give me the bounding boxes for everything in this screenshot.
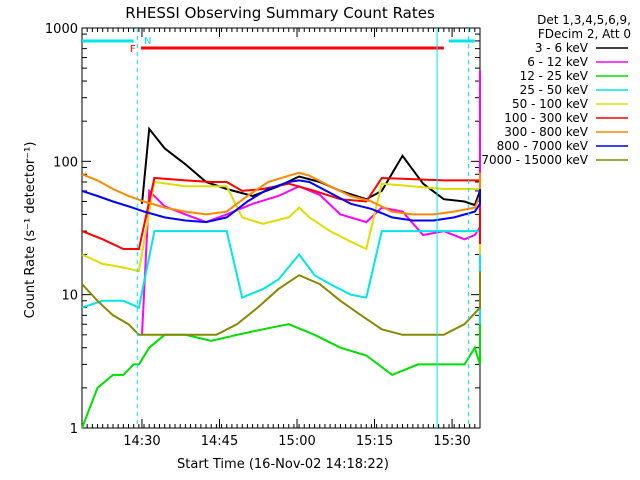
x-tick-label: 14:45 (201, 434, 238, 449)
legend-label-7: 300 - 800 keV (504, 125, 588, 139)
legend-label-4: 25 - 50 keV (520, 83, 589, 97)
series-line-8 (81, 179, 481, 224)
y-tick-label: 10 (61, 289, 78, 304)
chart-title: RHESSI Observing Summary Count Rates (125, 4, 435, 22)
series-line-7 (81, 171, 481, 216)
legend-label-5: 50 - 100 keV (512, 97, 589, 111)
x-tick-label: 15:30 (433, 434, 470, 449)
plot-layer: 1 10 100 1000 14:30 14:45 15:00 15:15 15:30 3 - 6… (45, 22, 628, 449)
x-tick-label: 15:15 (356, 434, 393, 449)
x-tick-label: 14:30 (123, 434, 160, 449)
series-line-5 (81, 180, 481, 273)
series-line-6 (81, 176, 481, 250)
legend-header-line-2: FDecim 2, Att 0 (538, 27, 631, 41)
legend-label-9: 7000 - 15000 keV (481, 153, 588, 167)
series-line-4 (81, 230, 481, 325)
x-tick-label: 15:00 (278, 434, 315, 449)
legend-label-3: 12 - 25 keV (520, 69, 589, 83)
y-tick-label: 100 (53, 155, 78, 170)
legend-label-8: 800 - 7000 keV (497, 139, 589, 153)
x-axis-label: Start Time (16-Nov-02 14:18:22) (177, 457, 389, 472)
legend-label-2: 6 - 12 keV (527, 55, 589, 69)
flag-label-f: F (130, 44, 136, 55)
y-tick-label: 1 (70, 422, 78, 437)
series-line-3 (81, 284, 481, 429)
series-line-9 (81, 271, 481, 336)
flag-label-n: N (144, 36, 151, 47)
legend-label-1: 3 - 6 keV (535, 41, 589, 55)
y-tick-label: 1000 (45, 22, 78, 37)
legend-label-6: 100 - 300 keV (504, 111, 588, 125)
legend-header-line-1: Det 1,3,4,5,6,9, (537, 13, 631, 27)
y-axis-label: Count Rate (s⁻¹ detector⁻¹) (23, 142, 38, 319)
